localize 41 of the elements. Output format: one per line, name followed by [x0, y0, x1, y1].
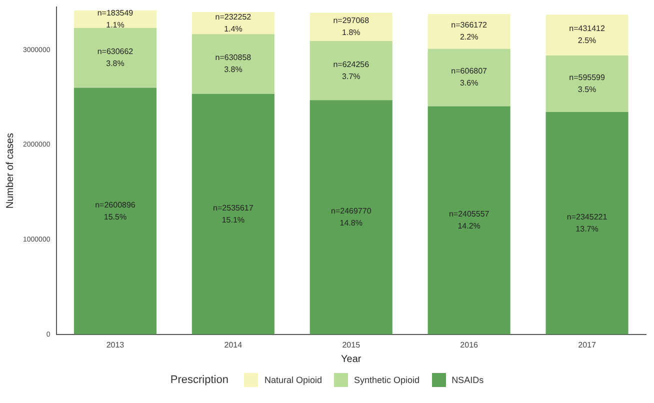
bar: [74, 88, 157, 334]
bar: [192, 34, 274, 94]
bar: [310, 100, 392, 334]
bar: [192, 12, 274, 34]
data-label: n=232252 1.4%: [215, 12, 252, 34]
bar: [428, 14, 510, 49]
data-label: n=183549 1.1%: [97, 8, 134, 30]
bar: [546, 14, 628, 56]
bar: [74, 10, 157, 28]
data-label: n=366172 2.2%: [451, 20, 488, 42]
data-label: n=297068 1.8%: [333, 16, 370, 38]
data-label: n=2535617 15.1%: [213, 203, 254, 224]
data-label: n=2405557 14.2%: [448, 210, 490, 231]
x-axis-title: Year: [341, 354, 362, 365]
x-tick-label: 2014: [224, 340, 243, 350]
bar: [74, 28, 157, 88]
x-tick-label: 2016: [460, 340, 479, 350]
data-label: n=595599 3.5%: [569, 72, 606, 94]
data-label: n=2600896 15.5%: [95, 200, 136, 222]
legend-label: Synthetic Opioid: [354, 375, 420, 385]
y-axis-title: Number of cases: [4, 133, 16, 209]
bar: [310, 40, 392, 100]
data-label: n=630662 3.8%: [97, 47, 134, 68]
bar: [192, 94, 274, 334]
data-label: n=606807 3.6%: [451, 66, 488, 88]
x-tick-label: 2013: [106, 340, 125, 350]
x-tick-label: 2017: [578, 340, 596, 350]
bar: [428, 48, 510, 106]
x-tick-label: 2015: [342, 340, 361, 350]
bar: [546, 112, 628, 334]
data-label: n=431412 2.5%: [569, 24, 606, 46]
data-label: n=630858 3.8%: [215, 53, 252, 74]
data-label: n=624256 3.7%: [333, 60, 370, 81]
legend-label: NSAIDs: [452, 375, 484, 385]
bar: [310, 12, 392, 41]
legend-title: Prescription: [170, 374, 228, 386]
bar: [546, 55, 628, 112]
bar: [428, 106, 510, 334]
data-label: n=2345221 13.7%: [566, 212, 608, 234]
data-label: n=2469770 14.8%: [330, 206, 372, 228]
legend-label: Natural Opioid: [264, 375, 322, 385]
